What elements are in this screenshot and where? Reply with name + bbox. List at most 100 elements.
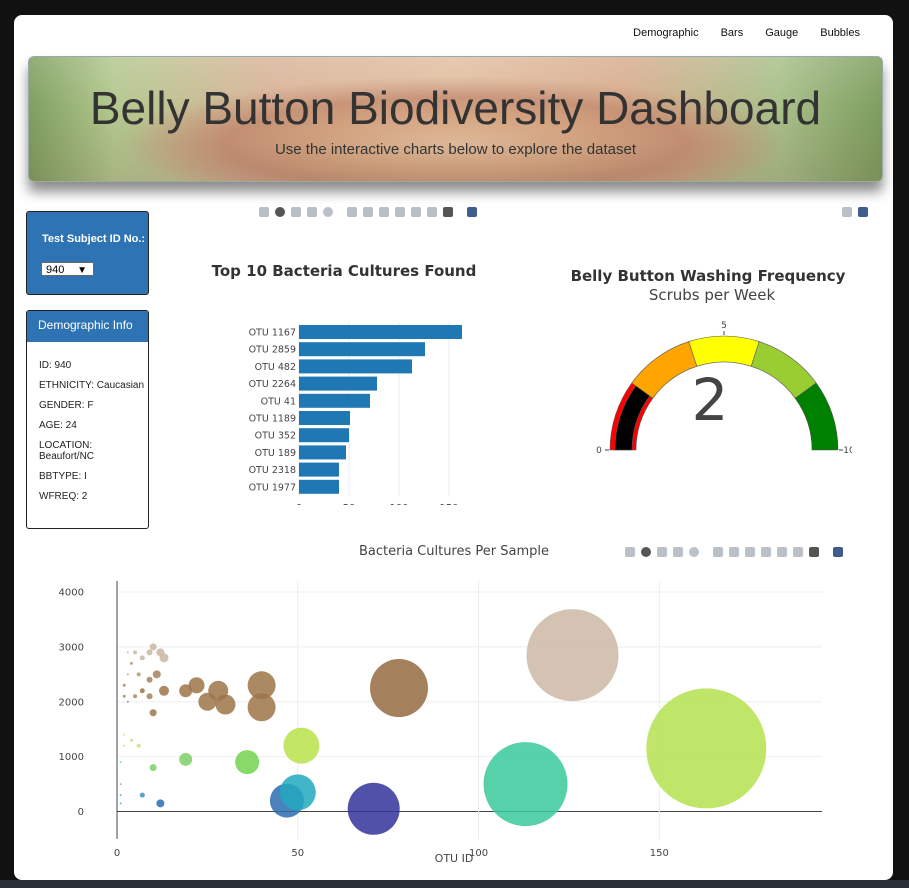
bubble [149,764,157,772]
washing-frequency-gauge: Belly Button Washing Frequency Scrubs pe… [572,267,852,456]
gauge-tick-label: 10 [843,446,852,456]
hover-closest-icon[interactable] [793,547,803,557]
demographic-panel: Demographic Info ID: 940 ETHNICITY: Cauc… [26,310,149,529]
autoscale-icon[interactable] [745,547,755,557]
bubble-x-axis-label: OTU ID [435,852,474,865]
pan-icon[interactable] [657,547,667,557]
zoom-out-icon[interactable] [729,547,739,557]
bubble [122,694,126,698]
nav-demographic[interactable]: Demographic [633,27,699,39]
bubble-chart-title: Bacteria Cultures Per Sample [359,544,549,559]
bubble [156,799,165,808]
bar-y-tick-label: OTU 189 [255,448,296,459]
home-icon[interactable] [395,207,405,217]
zoom-icon[interactable] [641,547,651,557]
hover-compare-icon[interactable] [443,207,453,217]
demographic-body: ID: 940 ETHNICITY: Caucasian GENDER: F A… [27,342,148,502]
camera-icon[interactable] [259,207,269,217]
nav-bubbles[interactable]: Bubbles [820,27,860,39]
bubble [123,744,126,747]
lasso-icon[interactable] [323,207,333,217]
spike-lines-icon[interactable] [411,207,421,217]
nav-gauge[interactable]: Gauge [765,27,799,39]
bubble [347,782,400,835]
bubble [159,685,169,696]
zoom-out-icon[interactable] [363,207,373,217]
bar [299,428,349,443]
bar-y-tick-label: OTU 1977 [249,482,296,493]
bubble [152,670,161,679]
bubble [149,643,157,651]
bubble [279,774,316,811]
bar-y-tick-label: OTU 352 [255,431,296,442]
bar-y-tick-label: OTU 1189 [249,414,296,425]
bubble-chart-modebar [625,547,843,557]
bubble [146,649,153,656]
bar [299,462,339,477]
bubble [146,693,153,700]
bubble [215,694,236,715]
hover-compare-icon[interactable] [809,547,819,557]
bubble [139,792,145,798]
plotly-logo-icon[interactable] [858,207,868,217]
banner-image [29,57,882,181]
header-banner: Belly Button Biodiversity Dashboard Use … [28,56,883,182]
gauge-tick-label: 5 [721,321,727,331]
bubble [149,709,157,717]
home-icon[interactable] [761,547,771,557]
zoom-in-icon[interactable] [713,547,723,557]
gauge-band [688,335,760,367]
bubble-y-tick-label: 1000 [59,752,84,763]
zoom-icon[interactable] [275,207,285,217]
bubble [119,783,122,786]
plotly-logo-icon[interactable] [467,207,477,217]
bar [299,376,377,391]
subject-id-value: 940 [46,264,65,276]
plotly-logo-icon[interactable] [833,547,843,557]
bubble-y-tick-label: 0 [78,807,84,818]
bar-y-tick-label: OTU 2859 [249,345,296,356]
bubble [119,761,122,764]
subject-id-select[interactable]: 940 ▼ [41,262,94,276]
bubble [123,733,126,736]
bar [299,479,339,494]
gauge-subtitle: Scrubs per Week [649,286,776,304]
pan-icon[interactable] [291,207,301,217]
bubble [526,609,619,702]
bubble [133,650,138,655]
bubble [129,661,133,665]
bubble [126,651,129,654]
box-select-icon[interactable] [673,547,683,557]
bubble [483,742,568,827]
spike-lines-icon[interactable] [777,547,787,557]
bubble [133,694,138,699]
bubble-x-tick-label: 0 [114,848,120,859]
demographic-header: Demographic Info [27,311,148,342]
demo-id: ID: 940 [39,360,72,371]
page-title: Belly Button Biodiversity Dashboard [89,82,822,134]
bar [299,359,412,374]
box-select-icon[interactable] [307,207,317,217]
bubble [146,676,153,683]
demo-location: LOCATION: Beaufort/NC [39,440,95,462]
bubble [126,700,129,703]
chevron-down-icon: ▼ [77,265,87,276]
demo-age: AGE: 24 [39,420,77,431]
nav-bars[interactable]: Bars [720,27,744,39]
bar-x-tick-label: 50 [343,503,356,505]
lasso-icon[interactable] [689,547,699,557]
camera-icon[interactable] [625,547,635,557]
bacteria-bubble-chart: Bacteria Cultures Per Sample 01000200030… [59,544,822,865]
bubble [126,673,129,676]
bar-y-tick-label: OTU 41 [261,396,296,407]
bubble [283,727,320,764]
camera-icon[interactable] [842,207,852,217]
zoom-in-icon[interactable] [347,207,357,217]
autoscale-icon[interactable] [379,207,389,217]
bubble-x-tick-label: 50 [291,848,304,859]
hover-closest-icon[interactable] [427,207,437,217]
bubble [188,677,205,694]
bar [299,325,462,339]
bubble [235,750,260,775]
taskbar [0,880,909,888]
